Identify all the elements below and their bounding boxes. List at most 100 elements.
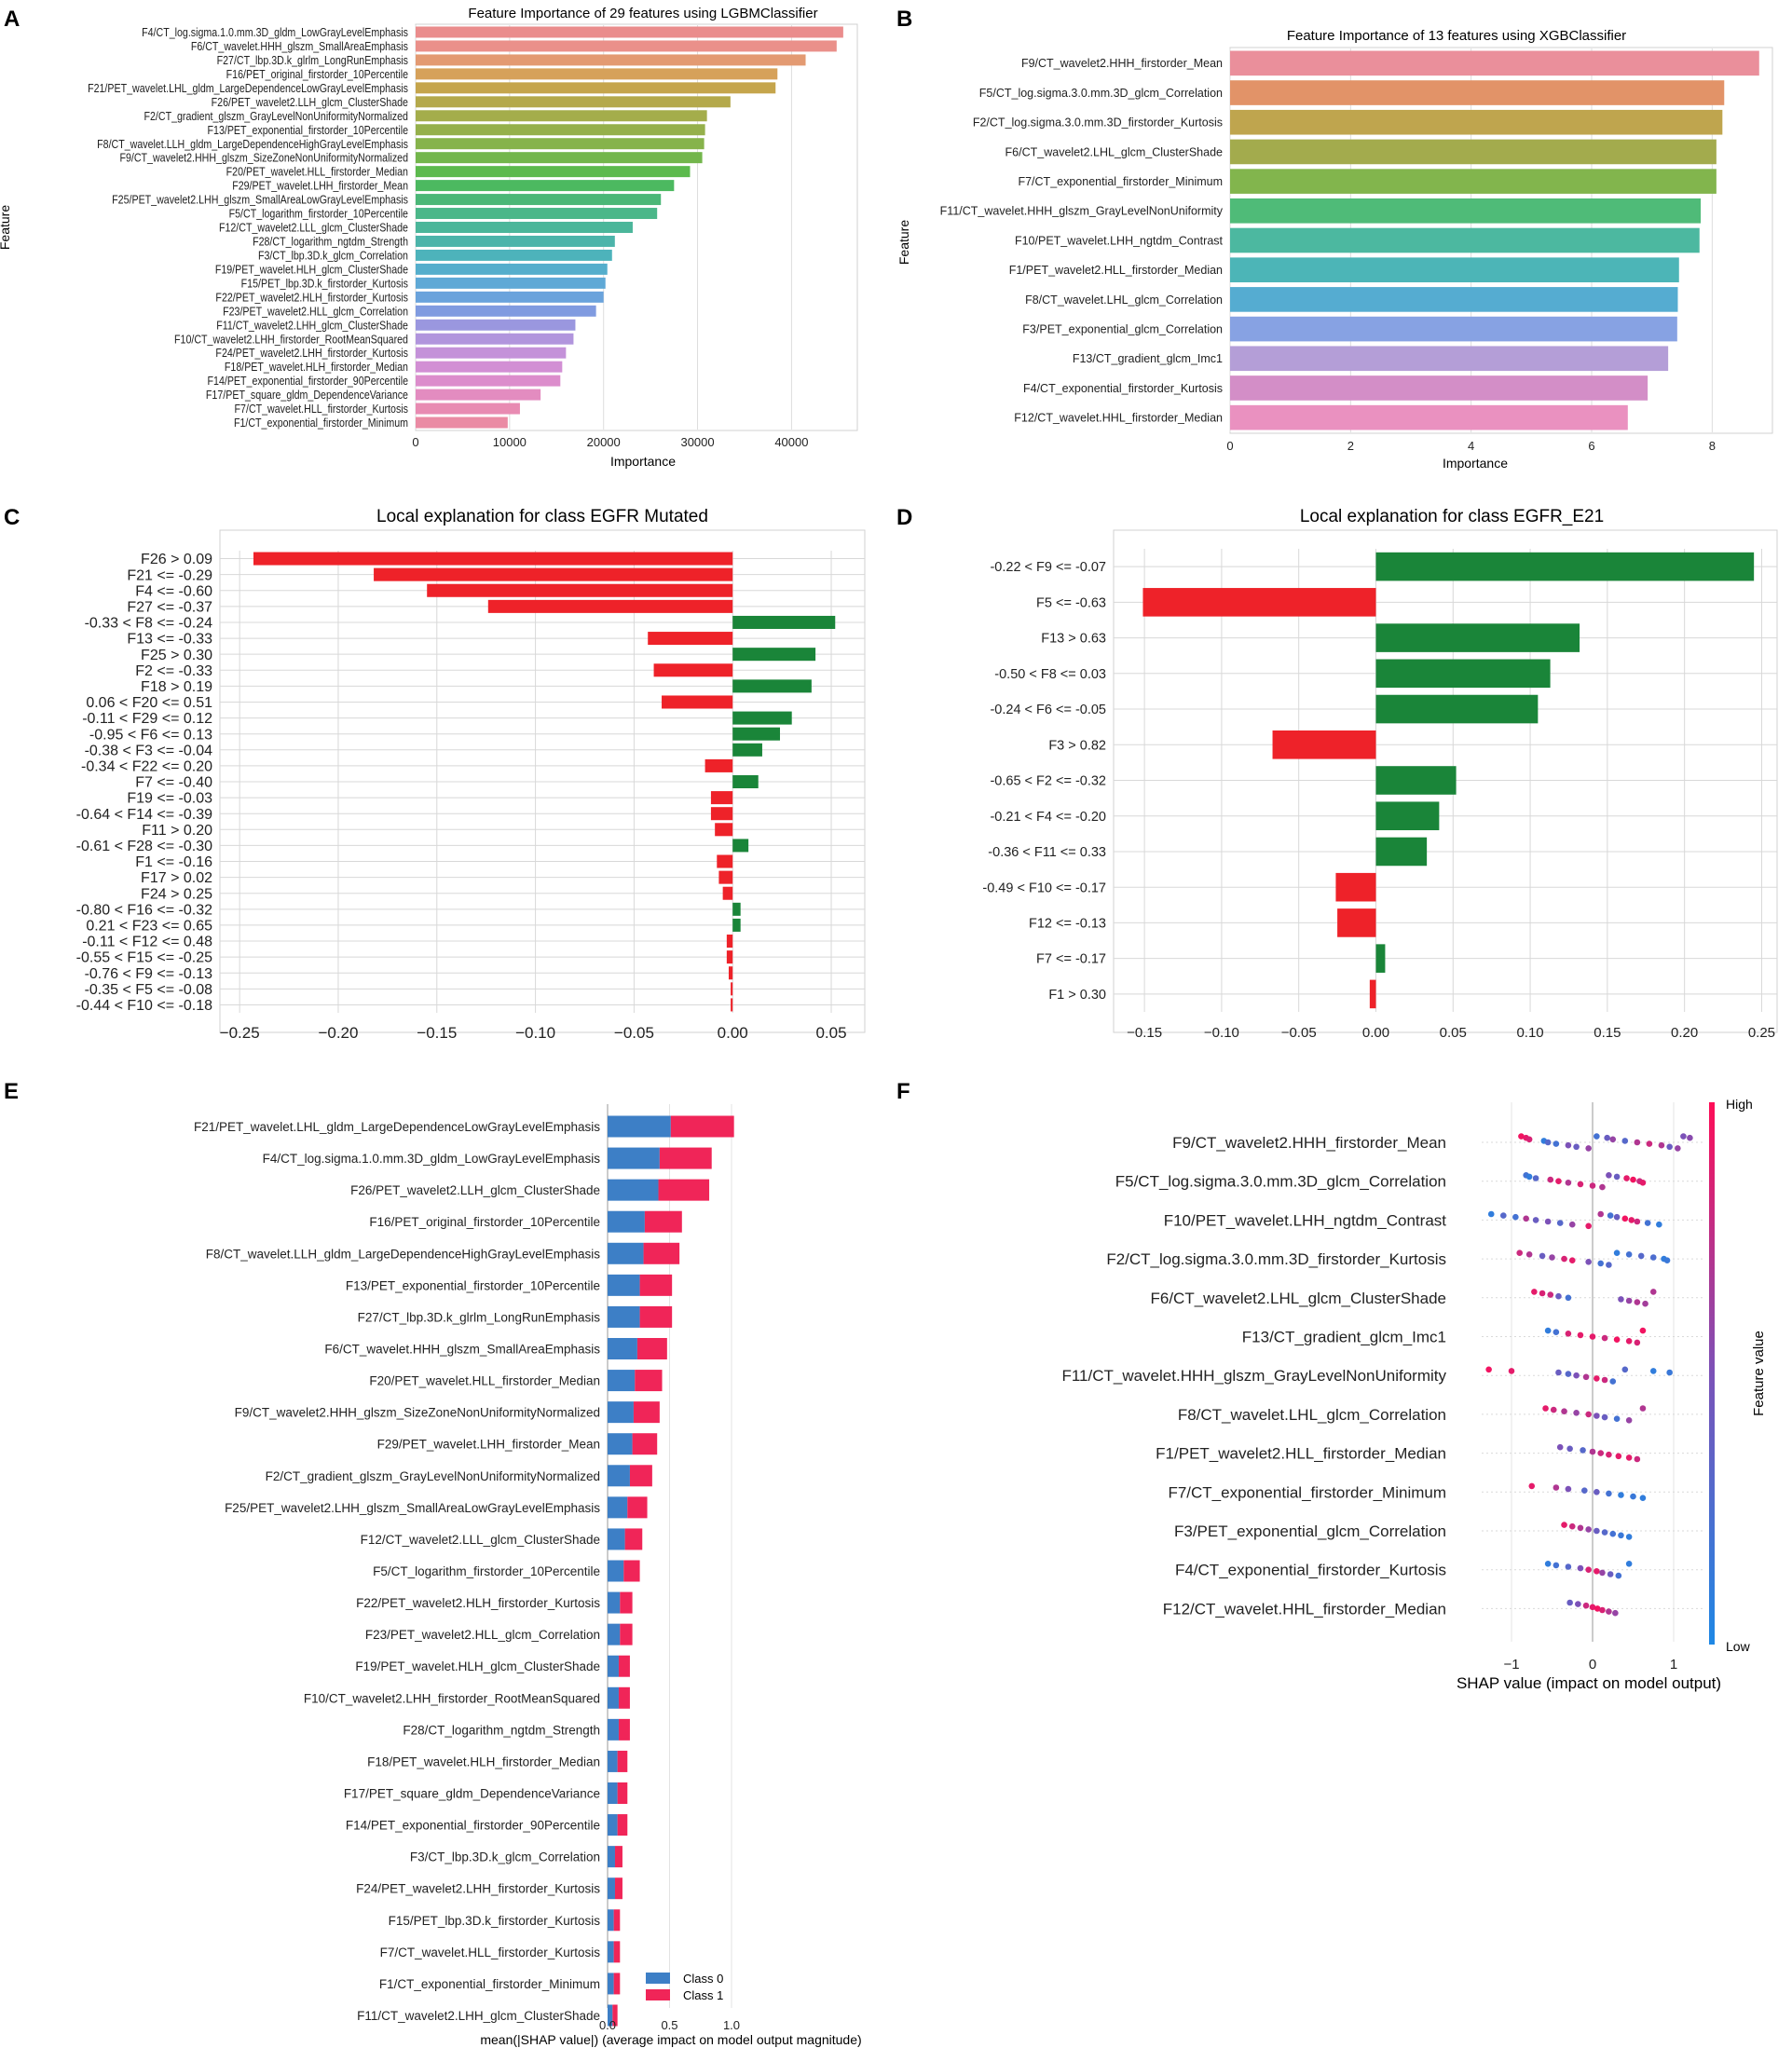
y-tick-label: F4/CT_exponential_firstorder_Kurtosis [1175,1562,1446,1579]
y-tick-label: F29/PET_wavelet.LHH_firstorder_Mean [232,179,408,193]
y-tick-label: F6/CT_wavelet2.LHL_glcm_ClusterShade [1151,1290,1447,1307]
x-tick-label: −0.05 [614,1024,654,1042]
shap-point [1585,1566,1592,1573]
bar [374,567,733,581]
y-tick-label: F17/PET_square_gldm_DependenceVariance [344,1787,600,1801]
shap-point [1601,1529,1608,1536]
y-tick-label: F26 > 0.09 [141,552,212,567]
shap-point [1577,1524,1584,1532]
bar-segment [608,1686,619,1709]
chart-c-title: Local explanation for class EGFR Mutated [376,507,708,526]
y-tick-label: F25 > 0.30 [141,648,212,663]
shap-point [1589,1333,1596,1340]
bar [1375,837,1428,867]
shap-point [1618,1532,1624,1539]
bar-segment [608,1750,618,1772]
shap-point [1573,1372,1580,1379]
chart-b-bars [1230,50,1759,430]
shap-point [1565,1141,1572,1149]
bar-segment [608,1115,671,1138]
y-tick-label: -0.80 < F16 <= -0.32 [76,902,212,918]
bar-segment [613,1973,621,1995]
shap-point [1565,1294,1572,1302]
shap-point [1561,1408,1567,1414]
bar [1230,80,1725,105]
bar [732,679,812,693]
y-tick-label: F11/CT_wavelet2.LHH_glcm_ClusterShade [357,2009,600,2023]
bar [416,347,567,359]
shap-point [1613,1336,1621,1343]
shap-point [1599,1183,1606,1191]
bar-segment [623,1560,640,1582]
x-tick-label: −0.10 [1204,1025,1239,1041]
bar [416,40,837,52]
shap-point [1525,1173,1533,1181]
y-tick-label: -0.38 < F3 <= -0.04 [85,743,213,758]
shap-point [1575,1601,1581,1607]
shap-point [1609,1136,1617,1143]
bar-segment [608,1623,621,1645]
shap-point [1618,1296,1624,1303]
y-tick-label: F8/CT_wavelet.LLH_gldm_LargeDependenceHi… [206,1247,600,1261]
y-tick-label: F27/CT_lbp.3D.k_glrlm_LongRunEmphasis [217,53,408,67]
y-tick-label: F7 <= -0.40 [135,775,212,791]
bar [1337,908,1376,937]
shap-point [1613,1249,1621,1256]
y-tick-label: 0.21 < F23 <= 0.65 [86,919,212,935]
shap-point [1555,1292,1562,1300]
y-tick-label: F9/CT_wavelet2.HHH_firstorder_Mean [1172,1134,1446,1152]
shap-point [1585,1526,1592,1533]
shap-point [1594,1375,1600,1382]
shap-point [1625,1454,1633,1461]
y-tick-label: F5/CT_log.sigma.3.0.mm.3D_glcm_Correlati… [1115,1173,1446,1191]
y-tick-label: F2/CT_gradient_glszm_GrayLevelNonUniform… [266,1469,600,1483]
bar [732,727,781,741]
shap-point [1604,1134,1610,1141]
shap-point [1634,1218,1641,1225]
bar [1142,588,1376,617]
bar [416,208,658,220]
chart-f-x-tick-labels: −1 0 1 [1503,1657,1677,1673]
chart-e-gridlines [607,1104,732,2008]
shap-point [1656,1221,1662,1228]
shap-point [1606,1262,1612,1268]
shap-point [1565,1331,1572,1337]
y-tick-label: F3/CT_lbp.3D.k_glcm_Correlation [410,1850,600,1864]
shap-point [1577,1331,1584,1339]
shap-point [1609,1530,1617,1537]
bar [1375,694,1539,724]
y-tick-label: F4/CT_log.sigma.1.0.mm.3D_gldm_LowGrayLe… [263,1152,601,1166]
bar [728,966,733,980]
y-tick-label: F23/PET_wavelet2.HLL_glcm_Correlation [365,1628,600,1642]
bar-segment [608,2004,613,2027]
y-tick-label: F28/CT_logarithm_ngtdm_Strength [403,1723,600,1737]
shap-point [1553,1562,1560,1569]
shap-point [1553,1329,1560,1335]
legend-swatch-class-1 [646,1989,670,2000]
bar-segment [658,1179,710,1201]
shap-point [1625,1338,1633,1345]
y-tick-label: F12/CT_wavelet2.LLL_glcm_ClusterShade [361,1533,600,1547]
y-tick-label: F23/PET_wavelet2.HLL_glcm_Correlation [223,304,408,318]
y-tick-label: F11/CT_wavelet.HHH_glszm_GrayLevelNonUni… [1061,1367,1446,1385]
bar-segment [639,1305,673,1328]
y-tick-label: F13 > 0.63 [1041,632,1106,647]
shap-point [1565,1485,1572,1493]
x-tick-label: 0.00 [1362,1025,1389,1041]
x-tick-label: 0.10 [1516,1025,1543,1041]
chart-b-x-label: Importance [1443,456,1508,471]
bar-segment [635,1370,663,1392]
bar [1335,872,1376,902]
bar-segment [608,1877,615,1900]
shap-point [1625,1297,1633,1304]
bar [1230,169,1717,194]
shap-point [1594,1133,1600,1140]
shap-point [1582,1602,1590,1609]
shap-point [1594,1489,1600,1495]
shap-point [1556,1220,1564,1226]
x-tick-label: 0.25 [1748,1025,1775,1041]
shap-point [1642,1300,1648,1307]
legend-label-class-1: Class 1 [683,1988,723,2002]
shap-point [1577,1564,1584,1572]
bar [416,96,731,108]
